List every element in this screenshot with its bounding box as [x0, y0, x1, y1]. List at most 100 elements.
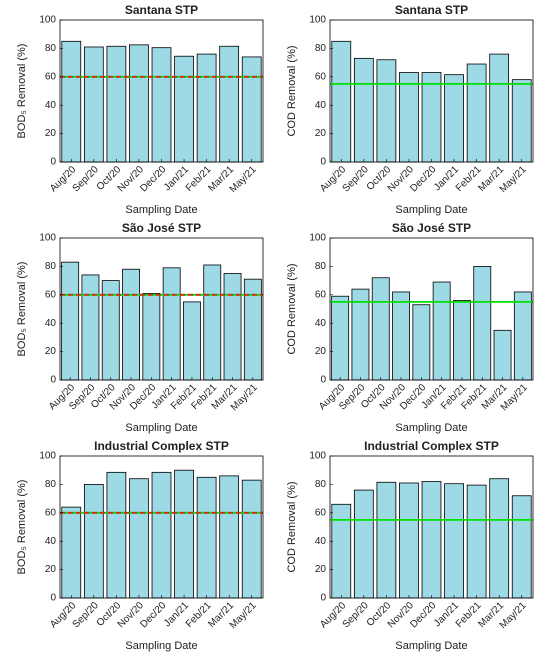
x-tick-label: Dec/20: [408, 600, 438, 630]
y-tick-label: 100: [309, 15, 326, 26]
x-tick-label: Dec/20: [138, 164, 168, 194]
y-tick-label: 20: [45, 564, 57, 575]
y-tick-label: 80: [45, 43, 57, 54]
bar: [129, 478, 149, 599]
y-tick-label: 0: [50, 157, 56, 168]
y-tick-label: 60: [315, 71, 327, 82]
bar: [392, 291, 410, 381]
bar: [151, 47, 172, 163]
plot-frame: [59, 19, 264, 163]
chart-title: São José STP: [392, 221, 471, 235]
plot-frame: [329, 237, 534, 381]
plot-frame: [329, 19, 534, 163]
bar: [466, 63, 487, 163]
plot-frame: [329, 455, 534, 599]
y-axis-label: BOD₅ Removal (%): [16, 480, 28, 575]
y-axis-label: COD Removal (%): [286, 481, 298, 572]
y-tick-label: 80: [315, 261, 327, 272]
x-axis-label: Sampling Date: [125, 640, 197, 652]
y-tick-label: 0: [320, 375, 326, 386]
bar: [219, 45, 240, 163]
bar: [353, 489, 374, 599]
y-tick-label: 100: [309, 233, 326, 244]
bar: [399, 72, 419, 163]
bar: [61, 261, 80, 381]
chart-panel: Aug/20Sep/20Oct/20Nov/20Dec/20Jan/21Feb/…: [16, 439, 264, 652]
y-tick-label: 0: [50, 375, 56, 386]
x-tick-label: Sep/20: [341, 600, 371, 630]
bar: [174, 469, 194, 599]
y-tick-label: 60: [45, 507, 57, 518]
x-axis-label: Sampling Date: [395, 204, 467, 216]
y-axis-label: BOD₅ Removal (%): [16, 44, 28, 139]
y-tick-label: 20: [45, 346, 57, 357]
y-tick-label: 80: [45, 479, 57, 490]
bar: [444, 74, 464, 163]
bar: [196, 476, 217, 599]
x-tick-label: Sep/20: [71, 164, 101, 194]
bar: [489, 478, 510, 599]
bar: [513, 291, 532, 381]
y-tick-label: 40: [45, 536, 57, 547]
y-tick-label: 80: [45, 261, 57, 272]
x-tick-label: Dec/20: [138, 600, 168, 630]
y-tick-label: 20: [45, 128, 57, 139]
bar: [241, 56, 262, 163]
chart-panel: Aug/20Sep/20Oct/20Nov/20Dec/20Jan/21Feb/…: [286, 221, 534, 434]
chart-title: Santana STP: [125, 3, 198, 17]
x-axis-label: Sampling Date: [125, 204, 197, 216]
bar: [219, 475, 240, 599]
x-tick-label: Sep/20: [341, 164, 371, 194]
chart-title: Industrial Complex STP: [364, 439, 499, 453]
bar: [511, 79, 532, 163]
bar: [376, 481, 397, 599]
bar: [183, 301, 201, 381]
chart-title: São José STP: [122, 221, 201, 235]
y-axis-label: COD Removal (%): [286, 45, 298, 136]
bar: [473, 266, 492, 381]
y-tick-label: 100: [39, 451, 56, 462]
bar: [203, 264, 222, 381]
bar: [174, 55, 194, 163]
bar: [331, 295, 350, 381]
bar: [331, 40, 352, 163]
y-axis-label: COD Removal (%): [286, 263, 298, 354]
bar: [151, 471, 172, 599]
bar: [421, 72, 442, 163]
y-tick-label: 80: [315, 43, 327, 54]
bar: [511, 495, 532, 599]
x-axis-label: Sampling Date: [395, 640, 467, 652]
chart-title: Santana STP: [395, 3, 468, 17]
y-tick-label: 40: [315, 536, 327, 547]
bar: [129, 44, 149, 163]
y-tick-label: 60: [45, 71, 57, 82]
bar: [371, 277, 390, 381]
bar: [331, 503, 352, 599]
x-axis-label: Sampling Date: [125, 422, 197, 434]
y-tick-label: 40: [315, 100, 327, 111]
bar: [122, 268, 140, 381]
chart-title: Industrial Complex STP: [94, 439, 229, 453]
chart-panel: Aug/20Sep/20Oct/20Nov/20Dec/20Jan/21Feb/…: [286, 3, 534, 216]
bar: [106, 45, 127, 163]
bar: [489, 53, 510, 163]
bar: [376, 59, 397, 163]
y-tick-label: 0: [320, 593, 326, 604]
bar: [453, 300, 471, 381]
plot-frame: [59, 455, 264, 599]
y-axis-label: BOD₅ Removal (%): [16, 262, 28, 357]
bar: [196, 53, 217, 163]
bar: [81, 274, 100, 381]
y-tick-label: 100: [39, 15, 56, 26]
y-tick-label: 100: [39, 233, 56, 244]
y-tick-label: 60: [315, 289, 327, 300]
bar: [493, 329, 512, 381]
y-tick-label: 20: [315, 128, 327, 139]
x-tick-label: Dec/20: [408, 164, 438, 194]
bar: [61, 40, 82, 163]
x-axis-label: Sampling Date: [395, 422, 467, 434]
bar: [142, 292, 161, 381]
bar: [353, 57, 374, 163]
y-tick-label: 40: [45, 318, 57, 329]
